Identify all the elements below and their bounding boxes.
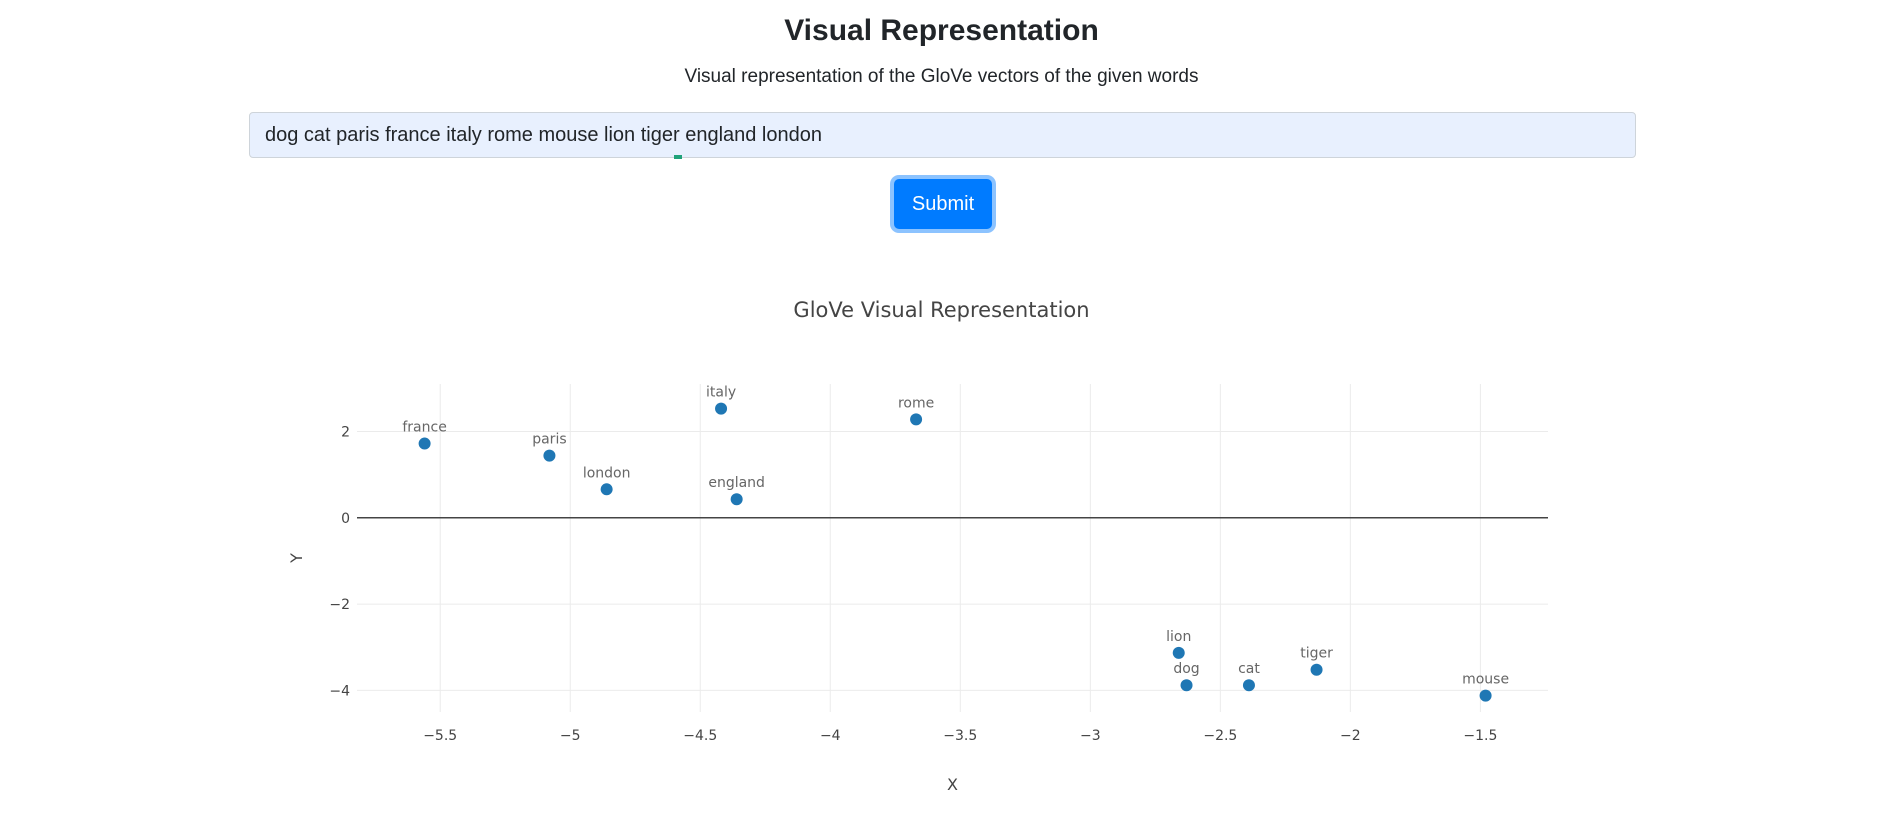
y-tick-label: 0 bbox=[341, 511, 350, 527]
data-point-lion[interactable] bbox=[1172, 646, 1185, 659]
point-label-paris: paris bbox=[532, 432, 566, 448]
data-point-england[interactable] bbox=[730, 493, 743, 506]
data-point-italy[interactable] bbox=[715, 402, 728, 415]
points-layer: france paris london italy england rome lion dog… bbox=[402, 385, 1509, 702]
x-tick-label: −3 bbox=[1080, 728, 1101, 744]
x-tick-label: −4 bbox=[820, 728, 841, 744]
y-axis-title: Y bbox=[287, 553, 306, 564]
point-label-lion: lion bbox=[1166, 629, 1191, 645]
x-tick-label: −1.5 bbox=[1463, 728, 1497, 744]
page-subtitle: Visual representation of the GloVe vecto… bbox=[684, 66, 1199, 87]
data-point-dog[interactable] bbox=[1180, 679, 1193, 692]
data-point-paris[interactable] bbox=[543, 449, 556, 462]
text-cursor-marker bbox=[674, 155, 682, 159]
words-input[interactable] bbox=[249, 112, 1636, 158]
point-label-london: london bbox=[583, 465, 631, 481]
data-point-mouse[interactable] bbox=[1479, 689, 1492, 702]
point-label-mouse: mouse bbox=[1462, 672, 1509, 688]
y-tick-label: −4 bbox=[329, 683, 350, 699]
data-point-rome[interactable] bbox=[910, 413, 923, 426]
x-axis-title: X bbox=[947, 775, 958, 794]
data-point-london[interactable] bbox=[600, 483, 613, 496]
submit-button[interactable]: Submit bbox=[894, 179, 992, 229]
point-label-tiger: tiger bbox=[1300, 646, 1333, 662]
chart-title: GloVe Visual Representation bbox=[793, 298, 1090, 322]
point-label-france: france bbox=[402, 420, 446, 436]
point-label-cat: cat bbox=[1238, 661, 1260, 677]
point-label-rome: rome bbox=[898, 395, 934, 411]
point-label-italy: italy bbox=[706, 385, 736, 401]
x-tick-label: −5 bbox=[560, 728, 581, 744]
page-title: Visual Representation bbox=[784, 14, 1099, 47]
x-tick-label: −5.5 bbox=[423, 728, 457, 744]
point-label-england: england bbox=[708, 475, 765, 491]
data-point-tiger[interactable] bbox=[1310, 663, 1323, 676]
x-tick-label: −2.5 bbox=[1203, 728, 1237, 744]
axis-layer: −5.5 −5 −4.5 −4 −3.5 −3 −2.5 −2 −1.5 −4 −2 0 2 bbox=[329, 424, 1497, 744]
x-tick-label: −3.5 bbox=[943, 728, 977, 744]
data-point-cat[interactable] bbox=[1242, 679, 1255, 692]
y-tick-label: 2 bbox=[341, 424, 350, 440]
point-label-dog: dog bbox=[1173, 661, 1199, 677]
y-tick-label: −2 bbox=[329, 597, 350, 613]
x-tick-label: −4.5 bbox=[683, 728, 717, 744]
grid-layer bbox=[357, 384, 1548, 712]
data-point-france[interactable] bbox=[418, 437, 431, 450]
x-tick-label: −2 bbox=[1340, 728, 1361, 744]
